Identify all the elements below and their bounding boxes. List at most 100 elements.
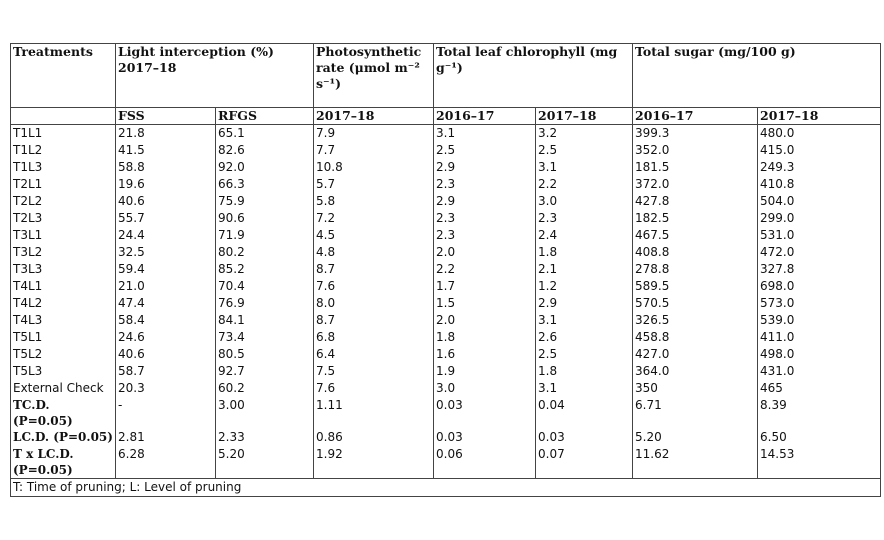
table-cell: 85.2	[215, 261, 314, 278]
table-cell: 80.5	[215, 346, 314, 363]
header-cell: Light interception (%) 2017–18	[115, 43, 314, 108]
table-cell: 0.04	[534, 397, 634, 429]
table-cell: 65.1	[215, 124, 314, 142]
table-cell: 2.2	[534, 176, 634, 193]
table-cell: 3.1	[433, 124, 536, 142]
table-cell: 47.4	[115, 295, 216, 312]
row-label: T x LC.D. (P=0.05)	[10, 446, 116, 479]
table-cell: 2.3	[433, 227, 536, 244]
table-cell: 5.8	[313, 193, 434, 210]
table-cell: 55.7	[115, 210, 216, 227]
table-cell: 372.0	[632, 176, 759, 193]
table-cell: 2.9	[433, 193, 536, 210]
table-cell: 4.5	[313, 227, 434, 244]
table-cell: 2.4	[534, 227, 634, 244]
table-cell: 181.5	[632, 159, 759, 176]
table-cell: 40.6	[115, 346, 216, 363]
table-cell: 7.5	[313, 363, 434, 380]
table-cell: 6.8	[313, 329, 434, 346]
table-row: T2L1 19.6 66.3 5.7 2.3 2.2 372.0 410.8	[10, 176, 882, 193]
data-table: Treatments Light interception (%) 2017–18…	[9, 43, 882, 497]
table-cell: 6.50	[757, 429, 882, 446]
table-cell: 92.0	[215, 159, 314, 176]
table-cell: 66.3	[215, 176, 314, 193]
table-row: T1L3 58.8 92.0 10.8 2.9 3.1 181.5 249.3	[10, 159, 882, 176]
row-label: T5L2	[10, 346, 116, 363]
table-cell: 182.5	[632, 210, 759, 227]
table-cell: 58.4	[115, 312, 216, 329]
table-cell: 60.2	[215, 380, 314, 397]
row-label: External Check	[10, 380, 116, 397]
table-cell: 71.9	[215, 227, 314, 244]
table-cell: 480.0	[757, 124, 882, 142]
table-cell: 21.8	[115, 124, 216, 142]
table-cell: 2.81	[115, 429, 216, 446]
row-label: T2L3	[10, 210, 116, 227]
table-cell: 504.0	[757, 193, 882, 210]
table-cell: -	[115, 397, 216, 429]
table-cell: 350	[632, 380, 759, 397]
table-cell: 3.1	[534, 159, 634, 176]
table-cell: 3.2	[534, 124, 634, 142]
header-cell: Total leaf chlorophyll (mg g⁻¹)	[432, 43, 634, 108]
table-cell: 11.62	[632, 446, 759, 479]
table-row: T1L1 21.8 65.1 7.9 3.1 3.2 399.3 480.0	[10, 124, 882, 142]
table-cell: 467.5	[632, 227, 759, 244]
subheader-row: FSS RFGS 2017–18 2016–17 2017–18 2016–17 2017–…	[10, 107, 882, 125]
footnote: T: Time of pruning; L: Level of pruning	[9, 478, 882, 497]
table-cell: 70.4	[215, 278, 314, 295]
table-cell: 8.39	[757, 397, 882, 429]
table-cell: 0.07	[534, 446, 634, 479]
table-cell: 411.0	[757, 329, 882, 346]
table-cell: 84.1	[215, 312, 314, 329]
table-cell: 14.53	[757, 446, 882, 479]
table-cell: 41.5	[115, 142, 216, 159]
table-cell: 3.1	[534, 380, 634, 397]
table-cell: 1.7	[433, 278, 536, 295]
table-cell: 427.8	[632, 193, 759, 210]
header-cell: Total sugar (mg/100 g)	[632, 43, 882, 108]
table-cell: 2.3	[534, 210, 634, 227]
table-cell: 5.20	[215, 446, 314, 479]
header-cell	[10, 107, 116, 125]
row-label: T2L1	[10, 176, 116, 193]
table-cell: 5.7	[313, 176, 434, 193]
table-cell: 408.8	[632, 244, 759, 261]
table-cell: 7.9	[313, 124, 434, 142]
table-row: T2L2 40.6 75.9 5.8 2.9 3.0 427.8 504.0	[10, 193, 882, 210]
table-cell: 0.06	[433, 446, 536, 479]
table-wrap: Treatments Light interception (%) 2017–18…	[9, 43, 882, 497]
row-label: T5L3	[10, 363, 116, 380]
table-cell: 2.9	[534, 295, 634, 312]
table-cell: 3.0	[534, 193, 634, 210]
table-cell: 465	[757, 380, 882, 397]
row-label: T1L3	[10, 159, 116, 176]
table-cell: 8.7	[313, 261, 434, 278]
row-label: T4L3	[10, 312, 116, 329]
table-cell: 2.33	[215, 429, 314, 446]
table-cell: 3.00	[215, 397, 314, 429]
table-cell: 1.9	[433, 363, 536, 380]
table-cell: 5.20	[632, 429, 759, 446]
table-cell: 1.6	[433, 346, 536, 363]
table-cell: 8.0	[313, 295, 434, 312]
table-cell: 19.6	[115, 176, 216, 193]
table-row: T x LC.D. (P=0.05) 6.28 5.20 1.92 0.06 0.07 11…	[10, 446, 882, 479]
row-label: T3L2	[10, 244, 116, 261]
table-cell: 80.2	[215, 244, 314, 261]
subheader-cell: RFGS	[215, 107, 314, 125]
header-cell: Treatments	[10, 43, 116, 108]
table-cell: 2.1	[534, 261, 634, 278]
table-cell: 2.5	[433, 142, 536, 159]
table-cell: 90.6	[215, 210, 314, 227]
subheader-cell: 2017–18	[534, 107, 634, 125]
table-cell: 570.5	[632, 295, 759, 312]
subheader-cell: 2017–18	[757, 107, 882, 125]
table-row: T2L3 55.7 90.6 7.2 2.3 2.3 182.5 299.0	[10, 210, 882, 227]
table-row: T4L3 58.4 84.1 8.7 2.0 3.1 326.5 539.0	[10, 312, 882, 329]
table-cell: 589.5	[632, 278, 759, 295]
table-cell: 539.0	[757, 312, 882, 329]
table-cell: 458.8	[632, 329, 759, 346]
table-cell: 410.8	[757, 176, 882, 193]
table-cell: 4.8	[313, 244, 434, 261]
